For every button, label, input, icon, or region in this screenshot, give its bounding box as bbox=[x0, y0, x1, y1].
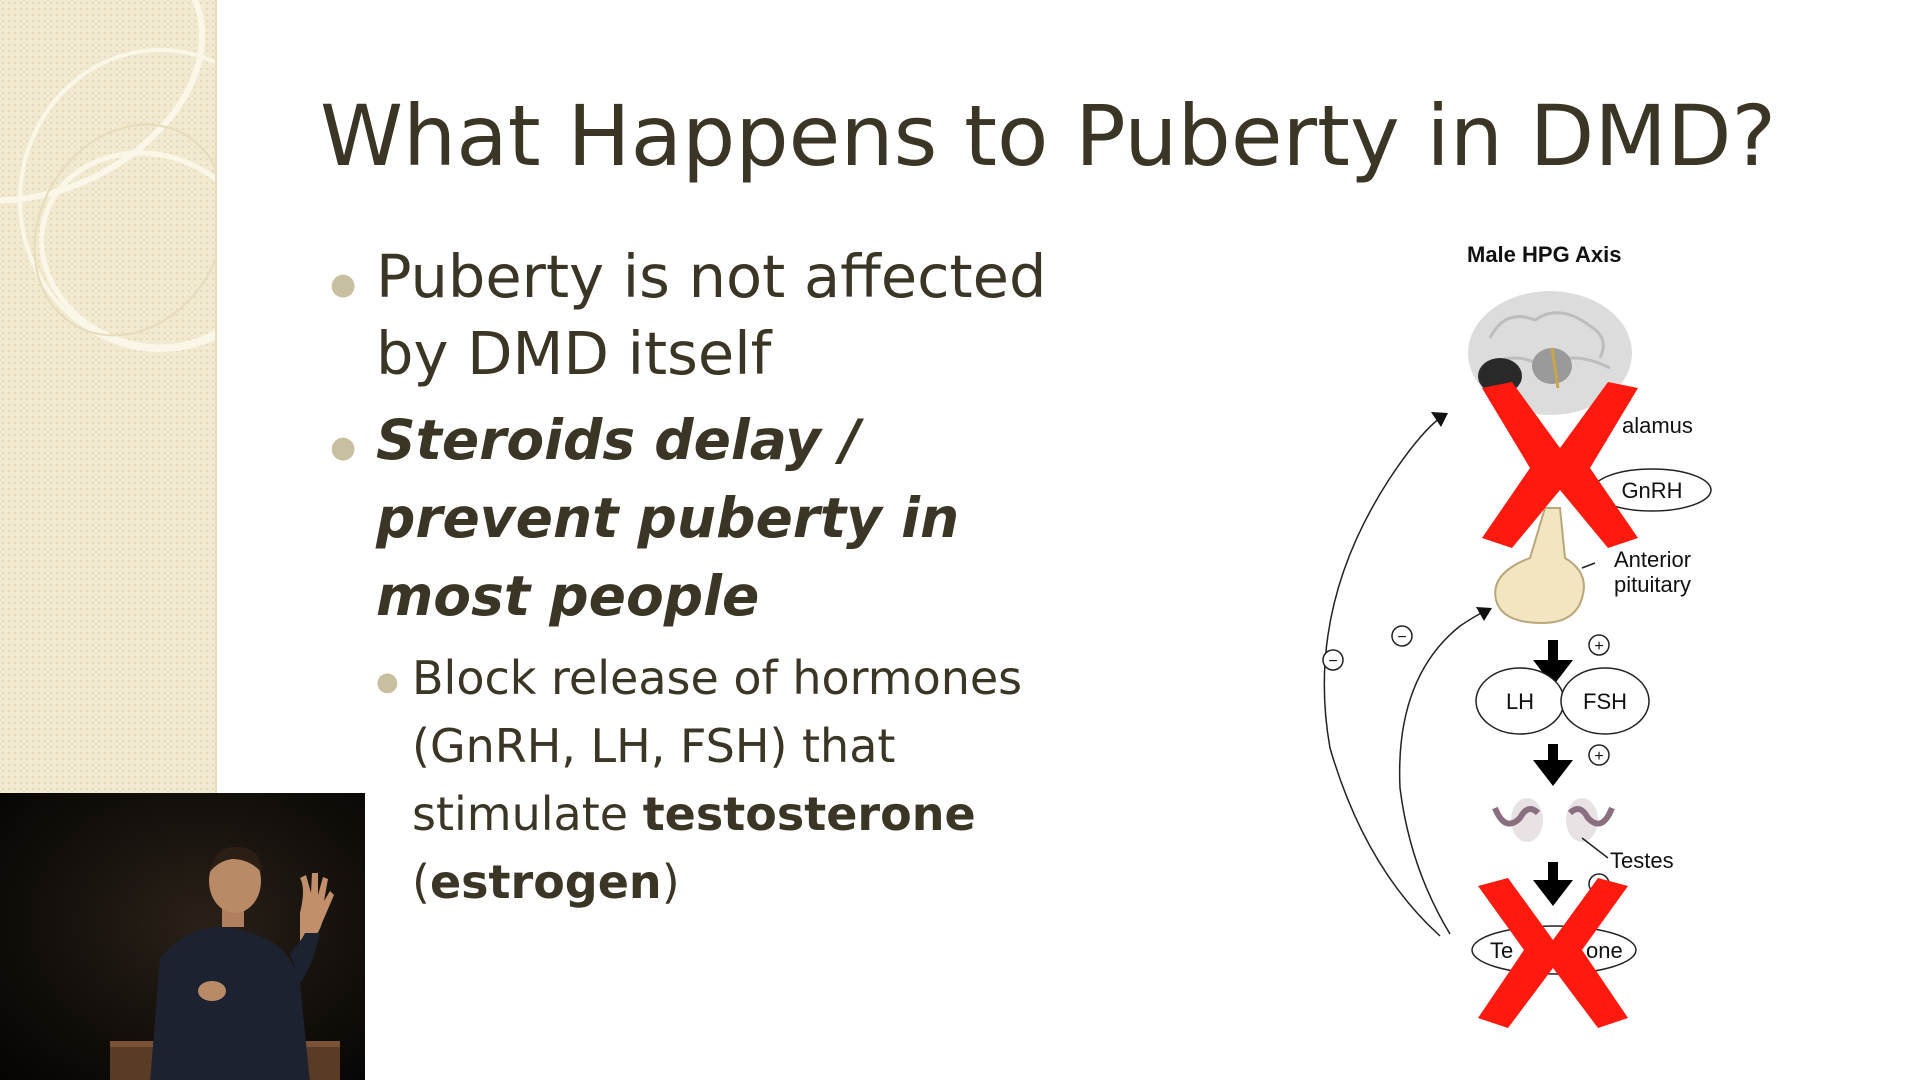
down-arrow-icon bbox=[1533, 744, 1573, 786]
red-cross-icon bbox=[1482, 382, 1638, 548]
testosterone-label-left: Te bbox=[1490, 938, 1513, 963]
testosterone-label-right: one bbox=[1586, 938, 1623, 963]
testosterone-bold: testosterone bbox=[642, 787, 976, 841]
gnrh-label: GnRH bbox=[1621, 478, 1682, 503]
speaker-figure bbox=[110, 846, 340, 1080]
down-arrow-icon bbox=[1533, 640, 1573, 686]
bullet-list: ● Puberty is not affected by DMD itself … bbox=[330, 238, 1110, 916]
svg-text:−: − bbox=[1328, 653, 1337, 670]
svg-text:+: + bbox=[1594, 748, 1603, 765]
estrogen-bold: estrogen bbox=[429, 855, 662, 909]
sub-bullet-text: Block release of hormones (GnRH, LH, FSH… bbox=[412, 651, 1023, 841]
fsh-node bbox=[1560, 667, 1650, 735]
bullet-item-emphasized: ● Steroids delay / prevent puberty in mo… bbox=[330, 401, 1110, 635]
decorative-swirl bbox=[0, 0, 215, 352]
hypothalamus-label: alamus bbox=[1622, 413, 1693, 438]
sub-bullet-dot-icon: ● bbox=[376, 667, 399, 697]
close-paren: ) bbox=[661, 855, 680, 909]
testes-label: Testes bbox=[1610, 848, 1674, 873]
sub-bullet-item: ● Block release of hormones (GnRH, LH, F… bbox=[376, 644, 1110, 916]
down-arrow-icon bbox=[1533, 862, 1573, 906]
bullet-item: ● Puberty is not affected by DMD itself bbox=[330, 238, 1110, 392]
minus-sign-icon bbox=[1391, 625, 1413, 647]
feedback-arrow-outer bbox=[1323, 417, 1441, 937]
feedback-arrow-inner bbox=[1398, 610, 1486, 935]
bullet-dot-icon: ● bbox=[330, 430, 357, 465]
speaker-hand bbox=[300, 873, 334, 943]
svg-text:−: − bbox=[1397, 629, 1406, 646]
pituitary-icon bbox=[1494, 507, 1585, 625]
speaker-body bbox=[150, 926, 310, 1080]
red-cross-icon bbox=[1478, 878, 1628, 1028]
speaker-video-inset bbox=[0, 793, 365, 1080]
minus-sign-icon bbox=[1322, 649, 1344, 671]
speaker-head bbox=[209, 849, 261, 913]
testes-icon bbox=[1492, 798, 1615, 842]
bullet-dot-icon: ● bbox=[330, 267, 357, 302]
svg-text:+: + bbox=[1594, 638, 1603, 655]
pituitary-label-2: pituitary bbox=[1614, 572, 1691, 597]
bullet-text: Puberty is not affected by DMD itself bbox=[376, 242, 1047, 388]
plus-sign-icon bbox=[1588, 634, 1610, 656]
plus-sign-icon bbox=[1588, 744, 1610, 766]
hpg-axis-diagram: Male HPG Axis alamus GnRH Anterior pitui… bbox=[1322, 242, 1712, 1028]
fsh-label: FSH bbox=[1583, 689, 1627, 714]
diagram-title: Male HPG Axis bbox=[1467, 242, 1621, 267]
bullet-text: Steroids delay / prevent puberty in most… bbox=[376, 408, 960, 628]
pituitary-label-1: Anterior bbox=[1614, 547, 1691, 572]
lh-label: LH bbox=[1506, 689, 1534, 714]
slide-title: What Happens to Puberty in DMD? bbox=[320, 87, 1777, 185]
open-paren: ( bbox=[412, 855, 430, 909]
